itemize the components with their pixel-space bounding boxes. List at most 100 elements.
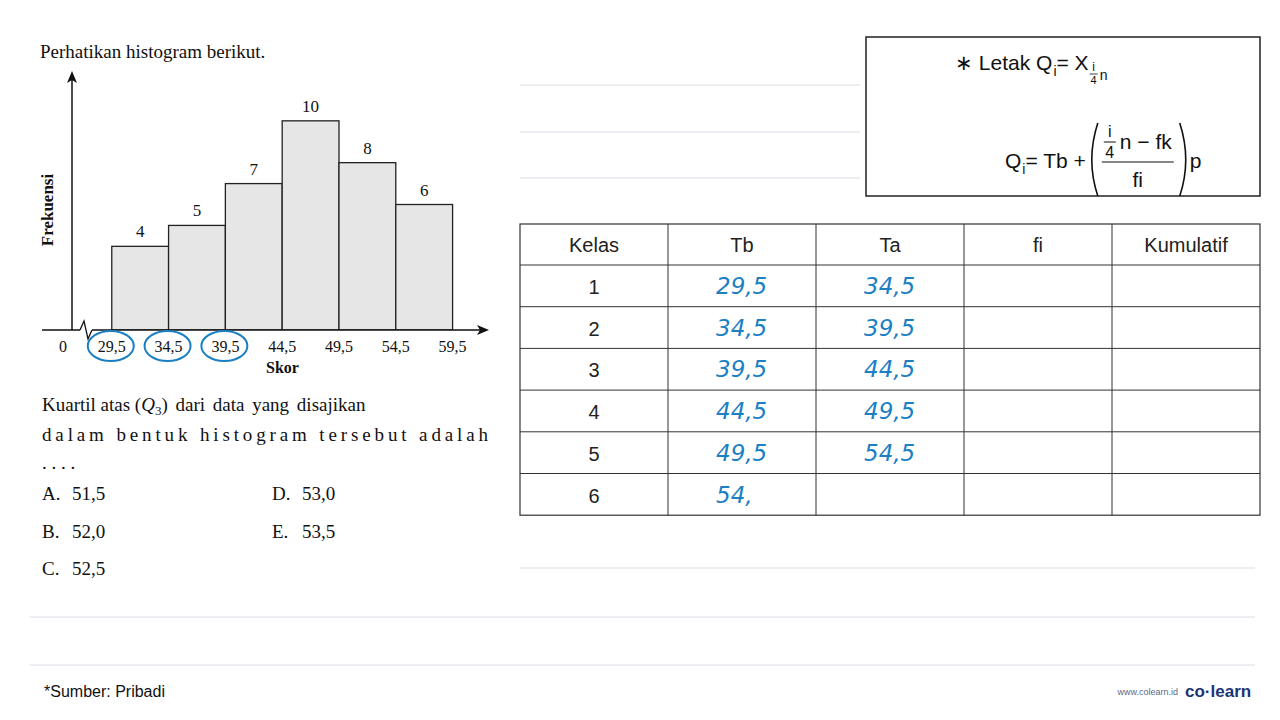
formula-text: p	[1190, 149, 1202, 172]
handwritten-cell: 29,5	[716, 273, 767, 299]
x-tick-label: 44,5	[268, 338, 296, 355]
question-line: Kuartil atas (Q3) dari data yang disajik…	[42, 394, 366, 418]
handwritten-cell: 54,5	[864, 440, 915, 466]
formula-text: = Tb +	[1025, 149, 1085, 172]
option-value: 53,0	[302, 483, 335, 504]
table-row-line	[520, 265, 1260, 266]
data-label: 4	[136, 222, 145, 241]
data-label: 10	[302, 97, 319, 116]
formula-text: i	[1108, 123, 1112, 140]
option-value: 53,5	[302, 521, 335, 542]
x-axis-label: Skor	[266, 359, 299, 376]
x-axis-arrow	[477, 325, 489, 335]
table-cell: 5	[588, 443, 599, 465]
table-col-line	[668, 224, 669, 515]
option-letter: E.	[272, 521, 288, 542]
ruled-line	[30, 617, 1255, 618]
formula-subscript: i	[1092, 60, 1095, 74]
table-header: Kumulatif	[1144, 234, 1228, 256]
option-value: 52,0	[72, 521, 105, 542]
formula-text: n − fk	[1120, 130, 1172, 153]
handwritten-cell: 34,5	[716, 315, 767, 341]
ruled-line	[520, 132, 860, 133]
histogram-bar	[225, 184, 282, 330]
data-label: 5	[193, 201, 202, 220]
table-header: Kelas	[569, 234, 619, 256]
x-tick-label: 29,5	[98, 338, 126, 355]
histogram-bar	[339, 163, 396, 330]
table-row-line	[520, 306, 1260, 307]
data-label: 6	[420, 181, 429, 200]
table-cell: 2	[588, 318, 599, 340]
table-header: Tb	[730, 234, 753, 256]
table-cell: 3	[588, 359, 599, 381]
y-axis	[71, 79, 73, 330]
histogram: 4 5 7 10 8 6 0 29,5 34,5 39,5 44,5 49,5 54,5 59,5 Skor…	[38, 71, 489, 376]
handwritten-cell: 39,5	[864, 315, 915, 341]
formula-box	[866, 37, 1260, 196]
handwritten-cell: 54,	[716, 482, 753, 508]
table-row-line	[520, 348, 1260, 349]
question-line: . . . .	[42, 452, 75, 473]
handwritten-cell: 49,5	[864, 398, 915, 424]
question-part: Q	[141, 394, 155, 415]
footer-brand: co·learn	[1185, 682, 1251, 701]
x-tick-label: 59,5	[439, 338, 467, 355]
formula-text: Q	[1005, 149, 1021, 172]
data-label: 7	[250, 160, 259, 179]
y-axis-label: Frekuensi	[38, 174, 57, 247]
page: Perhatikan histogram berikut. 4 5 7 10 8 6 0 29,…	[0, 0, 1280, 720]
ruled-line	[520, 85, 860, 86]
footer-source: *Sumber: Pribadi	[44, 683, 165, 700]
handwritten-cell: 34,5	[864, 273, 915, 299]
formula-text: = X	[1057, 51, 1089, 74]
handwritten-cell: 44,5	[716, 398, 767, 424]
table-cell: 1	[588, 276, 599, 298]
histogram-bar	[396, 205, 453, 331]
option-letter: B.	[42, 521, 59, 542]
question-line: dalam bentuk histogram tersebut adalah	[42, 424, 488, 445]
formula-text: 4	[1105, 144, 1114, 161]
question-part: Kuartil atas (	[42, 394, 141, 416]
table-header: Ta	[879, 234, 901, 256]
formula-text: fi	[1133, 168, 1144, 191]
paren-left	[1092, 123, 1098, 196]
y-axis-arrow	[67, 71, 77, 83]
fraction-bar	[1104, 142, 1116, 143]
axis-origin-label: 0	[59, 338, 67, 355]
option-value: 51,5	[72, 483, 105, 504]
table-row-line	[520, 473, 1260, 474]
axis-break	[80, 321, 92, 339]
histogram-bar	[169, 225, 226, 330]
x-tick-label: 54,5	[382, 338, 410, 355]
option-letter: D.	[272, 483, 290, 504]
handwritten-circle	[88, 331, 134, 361]
data-label: 8	[363, 139, 372, 158]
table-col-line	[816, 224, 817, 515]
handwritten-cell: 49,5	[716, 440, 767, 466]
intro-text: Perhatikan histogram berikut.	[40, 41, 265, 62]
table-frame	[520, 224, 1260, 515]
ruled-line	[520, 568, 1255, 569]
table-col-line	[964, 224, 965, 515]
option-value: 52,5	[72, 558, 105, 579]
option-letter: C.	[42, 558, 59, 579]
formula-subscript: n	[1100, 67, 1108, 83]
histogram-bar	[282, 121, 339, 330]
x-tick-label: 34,5	[155, 338, 183, 355]
fraction-bar	[1102, 161, 1174, 162]
x-tick-label: 49,5	[325, 338, 353, 355]
ruled-line	[520, 178, 860, 179]
formula-text: ∗ Letak Q	[955, 51, 1052, 74]
option-letter: A.	[42, 483, 60, 504]
handwritten-cell: 39,5	[716, 356, 767, 382]
histogram-bar	[112, 246, 169, 330]
table-row-line	[520, 431, 1260, 432]
handwritten-circle	[201, 331, 247, 361]
background	[0, 0, 1280, 720]
formula-subscript: 4	[1091, 74, 1097, 86]
x-tick-label: 39,5	[211, 338, 239, 355]
table-header: fi	[1033, 234, 1043, 256]
handwritten-circle	[145, 331, 191, 361]
table-cell: 4	[588, 401, 599, 423]
